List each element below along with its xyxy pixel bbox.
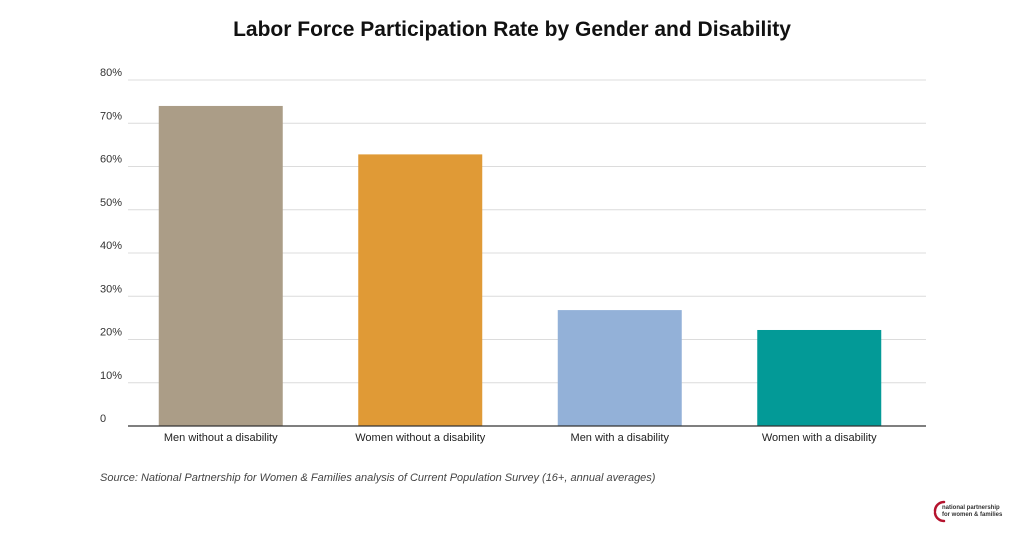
- bars: [158, 105, 882, 426]
- x-category-label: Men with a disability: [571, 432, 670, 444]
- x-axis-labels: Men without a disability Women without a …: [164, 432, 877, 444]
- y-tick-label: 10%: [100, 370, 122, 382]
- organization-logo: national partnership for women & familie…: [932, 497, 1012, 527]
- y-tick-label: 80%: [100, 67, 122, 79]
- y-tick-label: 40%: [100, 240, 122, 252]
- y-axis-ticks: 0 10% 20% 30% 40% 50% 60% 70% 80%: [100, 67, 122, 425]
- y-tick-label: 50%: [100, 197, 122, 209]
- gridlines: [128, 79, 926, 384]
- logo-line-2: for women & families: [942, 512, 1003, 518]
- bar: [358, 154, 483, 426]
- logo-line-1: national partnership: [942, 505, 1000, 511]
- x-category-label: Women with a disability: [762, 432, 877, 444]
- logo-text: national partnership for women & familie…: [942, 505, 1002, 519]
- y-tick-label: 60%: [100, 154, 122, 166]
- y-tick-label: 20%: [100, 327, 122, 339]
- y-tick-label: 30%: [100, 283, 122, 295]
- bar: [557, 310, 682, 426]
- y-tick-label: 70%: [100, 110, 122, 122]
- bar: [158, 105, 283, 426]
- chart-title: Labor Force Participation Rate by Gender…: [233, 18, 791, 41]
- x-category-label: Women without a disability: [355, 432, 486, 444]
- y-tick-label: 0: [100, 413, 106, 425]
- source-note: Source: National Partnership for Women &…: [100, 472, 656, 484]
- logo-mark-icon: [933, 500, 946, 523]
- bar: [757, 329, 882, 426]
- x-category-label: Men without a disability: [164, 432, 278, 444]
